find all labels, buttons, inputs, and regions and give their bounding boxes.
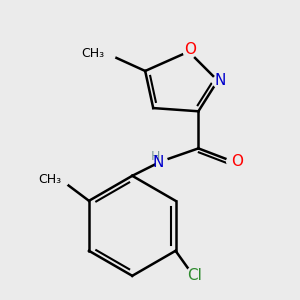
Text: O: O [184, 43, 196, 58]
Text: Cl: Cl [188, 268, 202, 283]
Text: N: N [214, 73, 226, 88]
Text: N: N [152, 155, 164, 170]
Text: CH₃: CH₃ [38, 173, 61, 186]
Text: O: O [231, 154, 243, 169]
Text: H: H [151, 150, 160, 163]
Text: CH₃: CH₃ [82, 47, 105, 60]
